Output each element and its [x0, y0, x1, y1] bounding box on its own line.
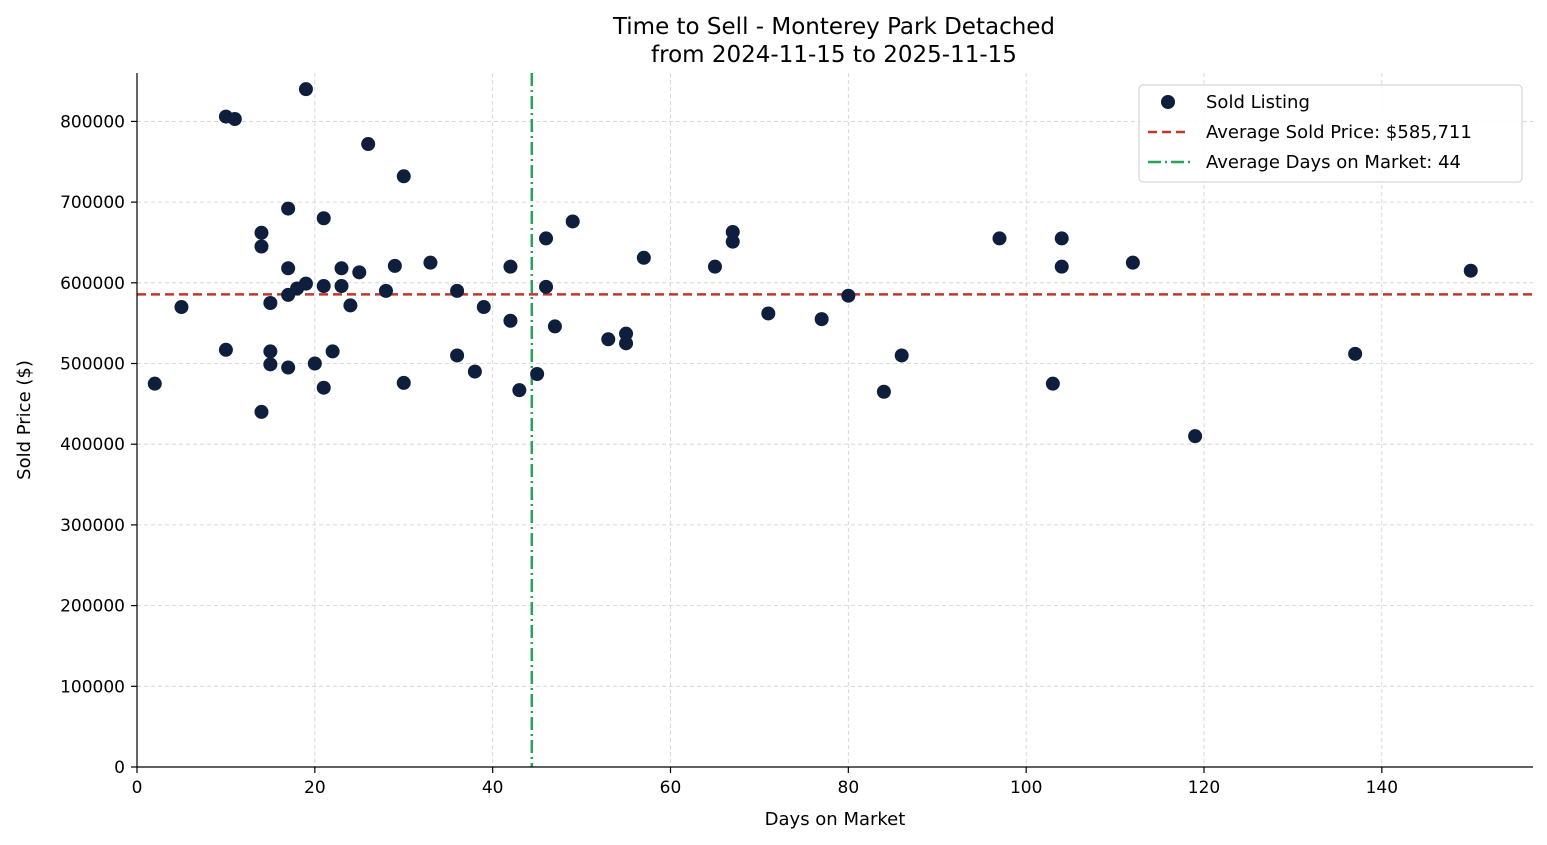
legend-point-marker	[1161, 95, 1175, 109]
y-tick-label: 700000	[60, 193, 125, 213]
x-tick-label: 140	[1366, 778, 1398, 798]
data-point	[1463, 263, 1478, 278]
data-point	[263, 357, 278, 372]
data-point	[316, 279, 331, 294]
y-tick-label: 800000	[60, 112, 125, 132]
chart-title: Time to Sell - Monterey Park Detached	[612, 14, 1055, 40]
y-tick-label: 0	[114, 758, 125, 778]
data-point	[423, 255, 438, 270]
x-tick-label: 120	[1188, 778, 1220, 798]
x-tick-label: 0	[132, 778, 143, 798]
data-point	[147, 376, 162, 391]
data-point	[761, 306, 776, 321]
data-point	[814, 312, 829, 327]
data-point	[218, 342, 233, 357]
y-axis-label: Sold Price ($)	[14, 360, 35, 480]
x-tick-label: 80	[838, 778, 860, 798]
data-point	[316, 380, 331, 395]
data-point	[530, 367, 545, 382]
data-point	[227, 111, 242, 126]
data-point	[343, 298, 358, 313]
legend: Sold Listing Average Sold Price: $585,71…	[1138, 84, 1523, 183]
data-point	[254, 404, 269, 419]
data-point	[396, 169, 411, 184]
data-point	[254, 239, 269, 254]
y-ticks: 0 100000 200000 300000 400000 500000 600000 700…	[60, 112, 137, 778]
data-point	[1054, 231, 1069, 246]
data-point	[725, 224, 740, 239]
data-point	[450, 348, 465, 363]
data-point	[503, 259, 518, 274]
data-point	[378, 283, 393, 298]
data-point	[476, 300, 491, 315]
data-point	[361, 137, 376, 152]
legend-label-avg-days: Average Days on Market: 44	[1206, 152, 1461, 173]
y-tick-label: 200000	[60, 597, 125, 617]
x-ticks: 0 20 40 60 80 100 120 140	[132, 767, 1398, 798]
data-point	[1045, 376, 1060, 391]
legend-box	[1138, 84, 1523, 183]
data-point	[387, 258, 402, 273]
data-point	[619, 326, 634, 341]
data-point	[707, 259, 722, 274]
data-point	[298, 82, 313, 97]
y-tick-label: 400000	[60, 435, 125, 455]
legend-label-avg-price: Average Sold Price: $585,711	[1206, 122, 1472, 143]
reference-lines	[137, 73, 1533, 767]
data-point	[307, 356, 322, 371]
data-point	[281, 261, 296, 276]
data-point	[281, 201, 296, 216]
data-point	[298, 276, 313, 291]
x-tick-label: 100	[1010, 778, 1042, 798]
data-point	[1348, 346, 1363, 361]
data-point	[1054, 259, 1069, 274]
x-tick-label: 60	[660, 778, 682, 798]
y-tick-label: 300000	[60, 516, 125, 536]
data-point	[636, 250, 651, 265]
data-point	[894, 348, 909, 363]
x-tick-label: 20	[304, 778, 326, 798]
data-point	[334, 279, 349, 294]
data-point	[174, 300, 189, 315]
data-point	[396, 375, 411, 390]
y-tick-label: 100000	[60, 677, 125, 697]
data-point	[619, 336, 634, 351]
data-point	[565, 214, 580, 229]
data-point	[539, 231, 554, 246]
data-point	[547, 319, 562, 334]
data-point	[841, 288, 856, 303]
data-point	[316, 211, 331, 226]
data-point	[601, 332, 616, 347]
data-point	[281, 360, 296, 375]
legend-label-sold-listing: Sold Listing	[1206, 92, 1310, 113]
data-point	[503, 313, 518, 328]
data-point	[1188, 429, 1203, 444]
data-point	[450, 283, 465, 298]
data-point	[512, 383, 527, 398]
data-point	[725, 234, 740, 249]
data-point	[334, 261, 349, 276]
data-point	[539, 279, 554, 294]
x-tick-label: 40	[482, 778, 504, 798]
data-point	[992, 231, 1007, 246]
data-point	[352, 265, 367, 280]
data-point	[876, 384, 891, 399]
y-tick-label: 500000	[60, 355, 125, 375]
data-point	[1125, 255, 1140, 270]
chart-subtitle: from 2024-11-15 to 2025-11-15	[651, 42, 1017, 68]
data-point	[254, 225, 269, 240]
data-points	[147, 82, 1478, 444]
data-point	[263, 344, 278, 359]
data-point	[325, 344, 340, 359]
data-point	[263, 295, 278, 310]
data-point	[467, 364, 482, 379]
x-axis-label: Days on Market	[765, 809, 906, 830]
y-tick-label: 600000	[60, 274, 125, 294]
